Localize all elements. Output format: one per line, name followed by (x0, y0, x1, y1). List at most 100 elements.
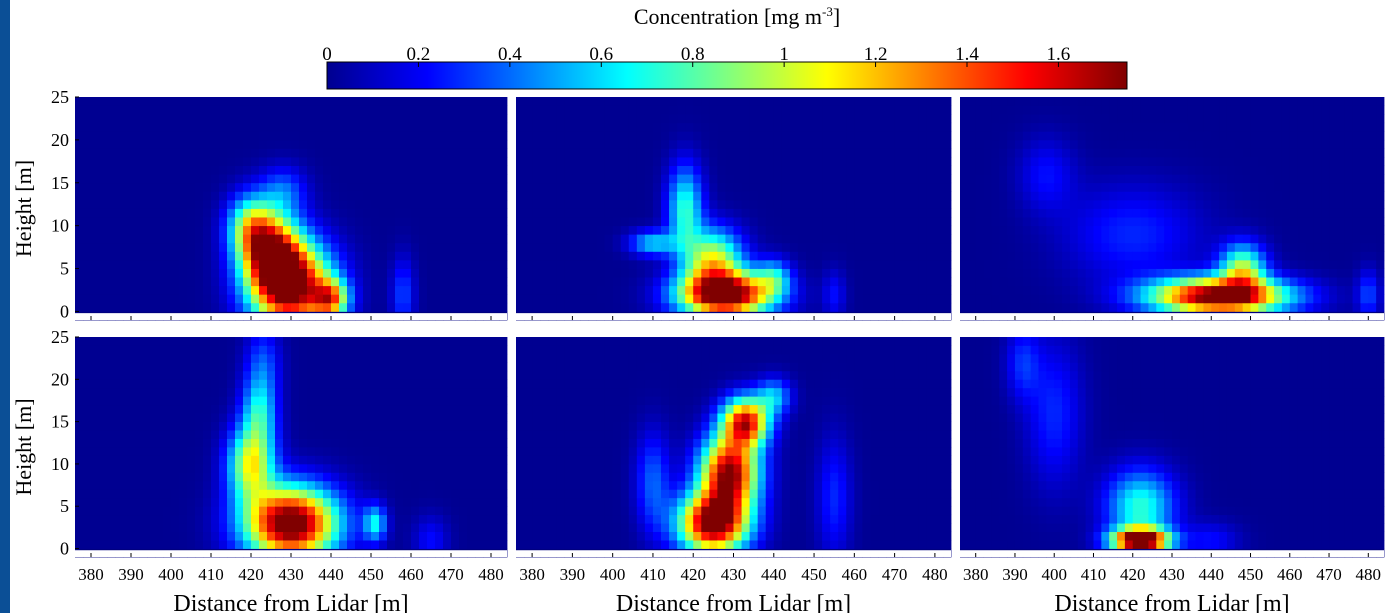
heatmap-cell (540, 148, 549, 158)
heatmap-cell (155, 191, 164, 201)
heatmap-cell (580, 131, 589, 141)
heatmap-cell (701, 105, 710, 115)
heatmap-cell (532, 302, 541, 312)
heatmap-cell (838, 277, 847, 287)
heatmap-cell (620, 277, 630, 287)
heatmap-cell (315, 122, 324, 132)
heatmap-cell (870, 259, 879, 269)
heatmap-cell (243, 182, 252, 192)
heatmap-cell (219, 225, 228, 235)
heatmap-cell (604, 182, 614, 192)
heatmap-cell (219, 174, 228, 184)
heatmap-cell (1226, 131, 1236, 141)
heatmap-cell (870, 268, 879, 278)
heatmap-cell (1085, 122, 1094, 132)
heatmap-cell (1140, 294, 1149, 304)
heatmap-cell (1305, 114, 1314, 124)
heatmap-cell (203, 302, 212, 312)
heatmap-cell (315, 217, 324, 227)
heatmap-cell (1085, 225, 1094, 235)
heatmap-cell (163, 182, 172, 192)
heatmap-cell (1030, 182, 1039, 192)
heatmap-cell (588, 302, 597, 312)
heatmap-cell (75, 268, 84, 278)
heatmap-cell (1085, 234, 1094, 244)
heatmap-cell (259, 122, 268, 132)
heatmap-cell (451, 114, 460, 124)
heatmap-cell (854, 199, 863, 209)
heatmap-cell (1101, 199, 1110, 209)
heatmap-cell (451, 122, 460, 132)
heatmap-cell (548, 259, 557, 269)
heatmap-cell (669, 97, 678, 106)
heatmap-cell (451, 208, 460, 218)
heatmap-cell (1219, 225, 1228, 235)
heatmap-cell (1124, 139, 1134, 149)
heatmap-cell (854, 174, 863, 184)
heatmap-cell (1336, 225, 1346, 235)
heatmap-cell (451, 225, 460, 235)
heatmap-cell (1156, 182, 1165, 192)
heatmap-cell (572, 277, 581, 287)
heatmap-cell (532, 268, 541, 278)
heatmap-cell (773, 242, 783, 252)
heatmap-cell (1187, 277, 1196, 287)
heatmap-cell (701, 191, 710, 201)
heatmap-cell (1156, 302, 1165, 312)
heatmap-cell (299, 268, 308, 278)
heatmap-cell (227, 413, 236, 423)
heatmap-cell (580, 242, 589, 252)
heatmap-cell (1344, 285, 1353, 295)
heatmap-cell (749, 251, 759, 261)
heatmap-cell (991, 217, 1000, 227)
colorbar-tick-label: 1.6 (1047, 44, 1071, 65)
heatmap-cell (524, 277, 533, 287)
heatmap-cell (1093, 199, 1102, 209)
heatmap-cell (781, 285, 791, 295)
heatmap-cell (99, 285, 108, 295)
heatmap-cell (1352, 182, 1361, 192)
heatmap-cell (179, 514, 188, 524)
heatmap-cell (203, 259, 212, 269)
heatmap-cell (709, 225, 718, 235)
heatmap-cell (387, 182, 396, 192)
heatmap-cell (1172, 217, 1181, 227)
heatmap-cell (960, 191, 969, 201)
y-tick-label: 15 (51, 173, 69, 193)
heatmap-cell (243, 165, 252, 175)
heatmap-cell (459, 174, 468, 184)
heatmap-cell (572, 242, 581, 252)
heatmap-cell (491, 242, 500, 252)
heatmap-cell (275, 455, 284, 465)
heatmap-cell (797, 242, 807, 252)
heatmap-cell (267, 523, 276, 533)
heatmap-cell (251, 404, 260, 414)
heatmap-cell (459, 302, 468, 312)
heatmap-cell (1289, 268, 1299, 278)
heatmap-cell (741, 285, 751, 295)
heatmap-cell (1305, 302, 1314, 312)
heatmap-cell (195, 199, 204, 209)
heatmap-cell (123, 345, 132, 355)
heatmap-cell (894, 131, 904, 141)
heatmap-cell (235, 438, 244, 448)
heatmap-cell (1234, 174, 1244, 184)
heatmap-cell (1250, 131, 1259, 141)
heatmap-cell (765, 114, 775, 124)
heatmap-cell (491, 302, 500, 312)
heatmap-cell (854, 165, 863, 175)
heatmap-cell (171, 430, 180, 439)
heatmap-cell (235, 285, 244, 295)
heatmap-cell (243, 362, 252, 372)
heatmap-cell (1109, 225, 1118, 235)
heatmap-cell (1344, 277, 1353, 287)
heatmap-cell (123, 421, 132, 431)
heatmap-cell (693, 182, 702, 192)
heatmap-cell (628, 105, 638, 115)
heatmap-cell (219, 242, 228, 252)
heatmap-cell (1234, 105, 1244, 115)
heatmap-cell (1203, 217, 1212, 227)
heatmap-cell (806, 114, 815, 124)
heatmap-cell (1054, 242, 1063, 252)
heatmap-cell (1172, 208, 1181, 218)
